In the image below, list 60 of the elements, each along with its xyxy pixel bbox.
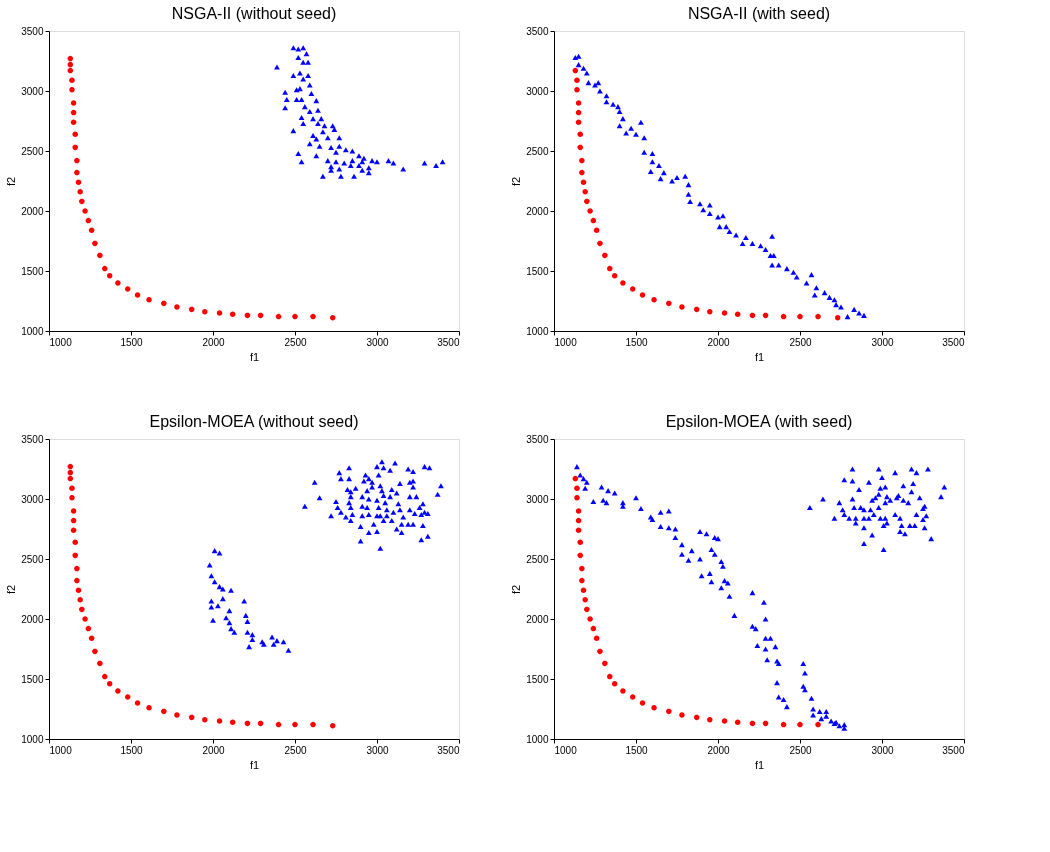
- chart-title: NSGA-II (with seed): [687, 5, 831, 22]
- y-tick-label: 1500: [526, 265, 549, 277]
- x-tick-label: 1000: [49, 336, 73, 348]
- y-tick-label: 3500: [526, 433, 549, 445]
- y-tick-label: 1500: [21, 265, 44, 277]
- x-tick-label: 2500: [789, 744, 813, 756]
- y-tick-label: 2500: [526, 145, 549, 157]
- y-tick-label: 2000: [21, 205, 44, 217]
- x-tick-label: 3000: [871, 744, 895, 756]
- x-tick-label: 3500: [437, 744, 460, 756]
- x-tick-label: 1500: [625, 744, 649, 756]
- x-tick-label: 2500: [789, 336, 813, 348]
- chart-title: Epsilon-MOEA (without seed): [149, 413, 359, 430]
- x-tick-label: 3500: [437, 336, 460, 348]
- x-tick-label: 3500: [942, 336, 965, 348]
- y-tick-label: 2000: [526, 613, 549, 625]
- y-tick-label: 1000: [526, 325, 549, 337]
- x-tick-label: 2000: [707, 336, 731, 348]
- x-axis-title: f1: [249, 758, 260, 771]
- x-tick-label: 3000: [366, 336, 390, 348]
- y-tick-label: 1000: [21, 733, 44, 745]
- y-axis-title: f2: [5, 176, 18, 187]
- y-tick-label: 1000: [526, 733, 549, 745]
- y-tick-label: 2500: [21, 553, 44, 565]
- y-tick-label: 1000: [21, 325, 44, 337]
- x-tick-label: 1000: [554, 744, 578, 756]
- x-axis-title: f1: [754, 350, 765, 363]
- y-tick-label: 3000: [21, 85, 44, 97]
- y-tick-label: 2000: [526, 205, 549, 217]
- x-tick-label: 2000: [707, 744, 731, 756]
- y-tick-label: 3000: [526, 493, 549, 505]
- y-tick-label: 2500: [21, 145, 44, 157]
- x-tick-label: 2500: [284, 336, 308, 348]
- y-tick-label: 3500: [21, 25, 44, 37]
- y-axis-title: f2: [510, 176, 523, 187]
- x-tick-label: 1500: [120, 744, 144, 756]
- y-tick-label: 2000: [21, 613, 44, 625]
- y-tick-label: 1500: [21, 673, 44, 685]
- y-tick-label: 3500: [21, 433, 44, 445]
- y-axis-title: f2: [510, 584, 523, 595]
- y-tick-label: 2500: [526, 553, 549, 565]
- chart-title: NSGA-II (without seed): [171, 5, 337, 22]
- x-tick-label: 2500: [284, 744, 308, 756]
- y-axis-title: f2: [5, 584, 18, 595]
- x-tick-label: 3000: [366, 744, 390, 756]
- y-tick-label: 3000: [21, 493, 44, 505]
- x-tick-label: 1500: [625, 336, 649, 348]
- x-tick-label: 3500: [942, 744, 965, 756]
- y-tick-label: 3000: [526, 85, 549, 97]
- x-tick-label: 1000: [554, 336, 578, 348]
- x-tick-label: 2000: [202, 744, 226, 756]
- y-tick-label: 3500: [526, 25, 549, 37]
- y-tick-label: 1500: [526, 673, 549, 685]
- x-tick-label: 1500: [120, 336, 144, 348]
- x-axis-title: f1: [754, 758, 765, 771]
- x-tick-label: 2000: [202, 336, 226, 348]
- x-tick-label: 3000: [871, 336, 895, 348]
- chart-title: Epsilon-MOEA (with seed): [665, 413, 853, 430]
- x-axis-title: f1: [249, 350, 260, 363]
- x-tick-label: 1000: [49, 744, 73, 756]
